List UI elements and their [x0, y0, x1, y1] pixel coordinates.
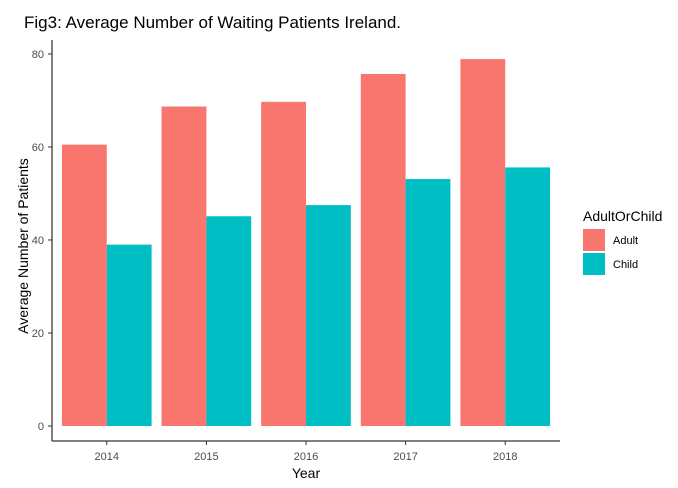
legend-swatch-child: [583, 253, 605, 275]
y-tick-label: 60: [32, 142, 44, 154]
x-tick-label: 2017: [393, 451, 417, 463]
bars: [61, 59, 551, 426]
chart-title: Fig3: Average Number of Waiting Patients…: [24, 13, 401, 32]
x-tick-label: 2014: [95, 451, 119, 463]
x-axis-ticks: 2014 2015 2016 2017 2018: [95, 441, 517, 463]
y-axis-ticks: 0 20 40 60 80: [32, 49, 52, 433]
legend-title: AdultOrChild: [583, 208, 662, 224]
bar-child-2017: [405, 179, 451, 426]
x-tick-label: 2016: [294, 451, 318, 463]
bar-adult-2015: [161, 106, 207, 426]
y-tick-label: 80: [32, 49, 44, 61]
bar-child-2018: [505, 167, 551, 426]
legend-label-adult: Adult: [613, 235, 638, 247]
y-tick-label: 20: [32, 328, 44, 340]
bar-child-2015: [206, 216, 252, 426]
bar-adult-2016: [261, 101, 306, 426]
y-tick-label: 0: [38, 421, 44, 433]
bar-child-2016: [306, 205, 351, 426]
x-tick-label: 2015: [194, 451, 218, 463]
bar-adult-2014: [61, 144, 107, 426]
x-tick-label: 2018: [493, 451, 517, 463]
x-axis-title: Year: [292, 465, 321, 481]
bar-child-2014: [106, 244, 152, 426]
bar-adult-2017: [360, 73, 406, 426]
legend-swatch-adult: [583, 229, 605, 251]
bar-adult-2018: [460, 59, 506, 426]
legend-label-child: Child: [613, 259, 638, 271]
y-axis-title: Average Number of Patients: [15, 158, 31, 334]
legend: AdultOrChild Adult Child: [583, 208, 662, 275]
y-tick-label: 40: [32, 235, 44, 247]
